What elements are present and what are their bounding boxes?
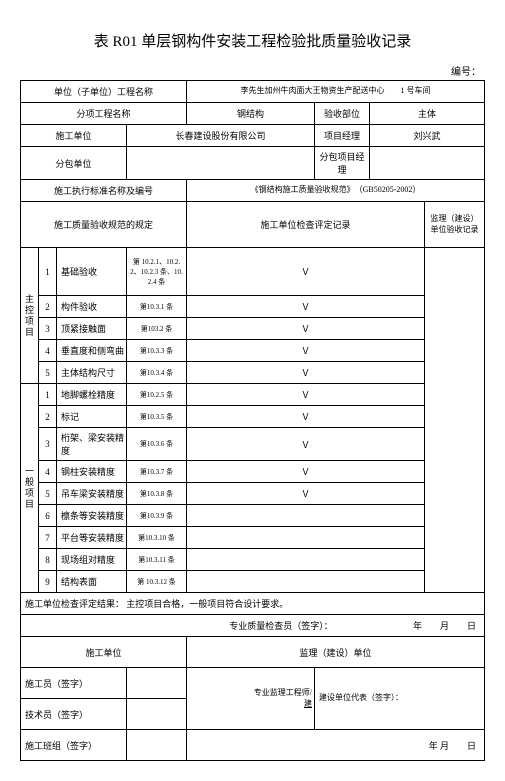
cell-name: 檩条等安装精度 bbox=[57, 505, 127, 527]
tech-person: 技术员（签字） bbox=[21, 699, 127, 730]
main-vlabel: 主控项目 bbox=[21, 248, 39, 384]
cell-chk bbox=[187, 549, 425, 571]
cell-chk: Ｖ bbox=[187, 296, 425, 318]
sup-unit-h: 监理（建设）单位 bbox=[187, 637, 485, 668]
cell-ref: 第10.3.8 条 bbox=[127, 483, 187, 505]
constr-person: 施工员（签字） bbox=[21, 668, 127, 699]
constr-unit-h: 施工单位 bbox=[21, 637, 187, 668]
qc-label: 专业质量检查员（签字）： bbox=[103, 619, 333, 632]
sub-label: 分项工程名称 bbox=[21, 103, 187, 125]
cell-chk: Ｖ bbox=[187, 362, 425, 384]
cell-n: 6 bbox=[39, 505, 57, 527]
cell-n: 7 bbox=[39, 527, 57, 549]
cell-chk bbox=[187, 505, 425, 527]
cell-n: 3 bbox=[39, 428, 57, 461]
cell-ref: 第10.3.9 条 bbox=[127, 505, 187, 527]
cell-name: 地脚螺栓精度 bbox=[57, 384, 127, 406]
cell-ref: 第10.3.3 条 bbox=[127, 340, 187, 362]
sup-eng: 专业监理工程师/ 建 bbox=[187, 668, 315, 730]
pm-value: 刘兴武 bbox=[370, 125, 485, 147]
subc-label: 分包单位 bbox=[21, 147, 127, 180]
cell-ref: 第 10.2.1、10.2.2、10.2.3 条、10.2.4 条 bbox=[127, 248, 187, 296]
cell-chk: Ｖ bbox=[187, 483, 425, 505]
cell-chk: Ｖ bbox=[187, 384, 425, 406]
cell-ref: 第10.3.7 条 bbox=[127, 461, 187, 483]
check-label: 施工单位检查评定记录 bbox=[187, 202, 425, 248]
cell-name: 基础验收 bbox=[57, 248, 127, 296]
result-text: 主控项目合格，一般项目符合设计要求。 bbox=[126, 599, 288, 609]
pm-label: 项目经理 bbox=[315, 125, 370, 147]
cell-n: 5 bbox=[39, 362, 57, 384]
page-title: 表 R01 单层钢构件安装工程检验批质量验收记录 bbox=[20, 30, 485, 51]
cell-name: 现场组对精度 bbox=[57, 549, 127, 571]
dept-value: 主体 bbox=[370, 103, 485, 125]
cell-n: 5 bbox=[39, 483, 57, 505]
sup-eng-1: 专业监理工程师/ bbox=[254, 688, 312, 697]
cell-chk: Ｖ bbox=[187, 461, 425, 483]
cell-name: 钢柱安装精度 bbox=[57, 461, 127, 483]
date-ymd: 年 月 日 bbox=[413, 619, 482, 632]
main-table: 单位（子单位）工程名称 李先生加州牛肉面大王物资生产配送中心 1 号车间 分项工… bbox=[20, 80, 485, 761]
cell-n: 1 bbox=[39, 384, 57, 406]
constr-value: 长春建设股份有限公司 bbox=[127, 125, 315, 147]
cell-name: 顶紧接触面 bbox=[57, 318, 127, 340]
unit-value: 李先生加州牛肉面大王物资生产配送中心 1 号车间 bbox=[187, 81, 485, 103]
sub-value: 钢结构 bbox=[187, 103, 315, 125]
cell-name: 结构表面 bbox=[57, 571, 127, 593]
subc-pm-label: 分包项目经理 bbox=[315, 147, 370, 180]
cell-n: 4 bbox=[39, 461, 57, 483]
cell-n: 4 bbox=[39, 340, 57, 362]
cell-chk bbox=[187, 571, 425, 593]
cell-n: 8 bbox=[39, 549, 57, 571]
cell-name: 吊车梁安装精度 bbox=[57, 483, 127, 505]
date-ym: 年 月 日 bbox=[187, 730, 485, 761]
cell-chk: Ｖ bbox=[187, 406, 425, 428]
sup-eng2: 建设单位代表（签字）： bbox=[315, 668, 485, 730]
dept-label: 验收部位 bbox=[315, 103, 370, 125]
cell-n: 2 bbox=[39, 296, 57, 318]
cell-ref: 第10.3.1 条 bbox=[127, 296, 187, 318]
std-value: 《钢结构施工质量验收规范》 （GB50205-2002） bbox=[187, 180, 485, 202]
cell-name: 平台等安装精度 bbox=[57, 527, 127, 549]
result-label: 施工单位检查评定结果： bbox=[25, 599, 124, 609]
constr-label: 施工单位 bbox=[21, 125, 127, 147]
unit-label: 单位（子单位）工程名称 bbox=[21, 81, 187, 103]
cell-chk: Ｖ bbox=[187, 428, 425, 461]
sup-label: 监理（建设）单位验收记录 bbox=[425, 202, 485, 248]
cell-ref: 第10.3.11 条 bbox=[127, 549, 187, 571]
cell-n: 3 bbox=[39, 318, 57, 340]
cell-ref: 第10.3.5 条 bbox=[127, 406, 187, 428]
cell-name: 构件验收 bbox=[57, 296, 127, 318]
result-row: 施工单位检查评定结果： 主控项目合格，一般项目符合设计要求。 bbox=[21, 593, 485, 615]
cell-ref: 第 10.3.12 条 bbox=[127, 571, 187, 593]
cell-ref: 第10.3.10 条 bbox=[127, 527, 187, 549]
std-label: 施工执行标准名称及编号 bbox=[21, 180, 187, 202]
cell-name: 标记 bbox=[57, 406, 127, 428]
cell-ref: 第10.3.4 条 bbox=[127, 362, 187, 384]
cell-n: 1 bbox=[39, 248, 57, 296]
team-label: 施工班组（签字） bbox=[21, 730, 127, 761]
cell-chk bbox=[187, 527, 425, 549]
cell-n: 9 bbox=[39, 571, 57, 593]
sup-record bbox=[425, 248, 485, 593]
number-label: 编号： bbox=[20, 63, 485, 78]
cell-ref: 第103.2 条 bbox=[127, 318, 187, 340]
cell-name: 桁架、梁安装精度 bbox=[57, 428, 127, 461]
cell-chk: Ｖ bbox=[187, 318, 425, 340]
subc-value bbox=[127, 147, 315, 180]
cell-ref: 第10.3.6 条 bbox=[127, 428, 187, 461]
subc-pm-value bbox=[370, 147, 485, 180]
spec-label: 施工质量验收规范的规定 bbox=[21, 202, 187, 248]
cell-ref: 第10.2.5 条 bbox=[127, 384, 187, 406]
cell-n: 2 bbox=[39, 406, 57, 428]
cell-chk: Ｖ bbox=[187, 340, 425, 362]
general-vlabel: 一般项目 bbox=[21, 384, 39, 593]
cell-name: 垂直度和侧弯曲 bbox=[57, 340, 127, 362]
qc-row: 专业质量检查员（签字）： 年 月 日 bbox=[21, 615, 485, 637]
cell-chk: Ｖ bbox=[187, 248, 425, 296]
cell-name: 主体结构尺寸 bbox=[57, 362, 127, 384]
